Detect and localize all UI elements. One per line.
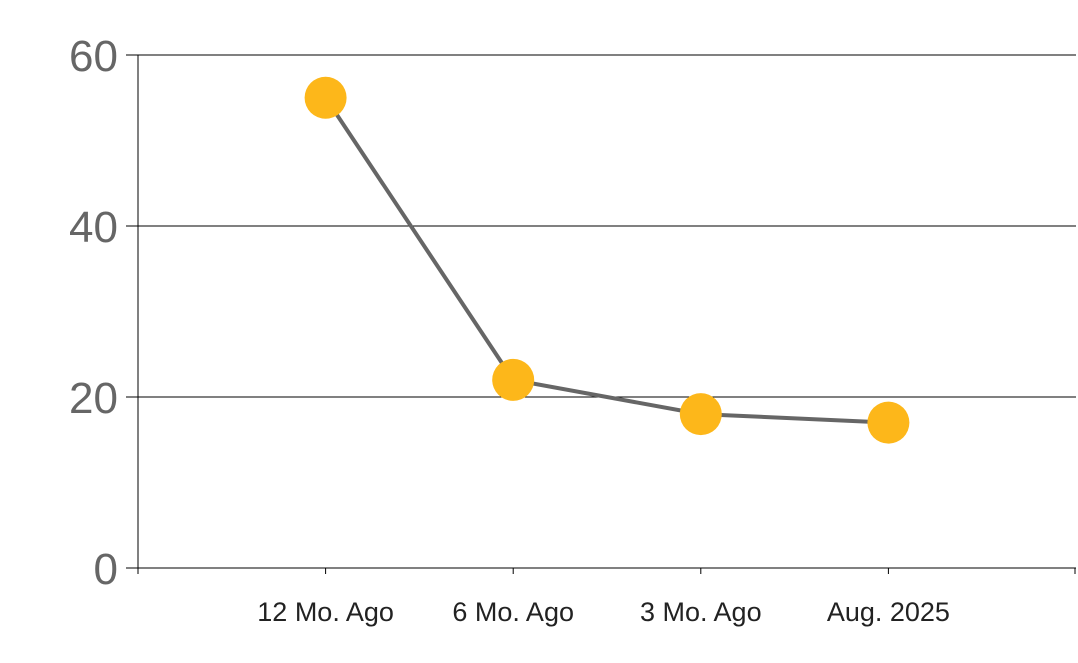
data-point-0: [304, 76, 347, 119]
data-point-3: [867, 401, 910, 444]
x-tick-label-2: 3 Mo. Ago: [640, 597, 762, 627]
series-group: [304, 76, 910, 444]
y-tick-label-3: 60: [69, 32, 118, 81]
gridlines: [126, 54, 1076, 398]
data-point-2: [679, 393, 722, 436]
y-tick-label-2: 40: [69, 203, 118, 252]
x-tick-label-3: Aug. 2025: [827, 597, 950, 627]
series-line-0: [323, 96, 889, 425]
y-tick-label-1: 20: [69, 374, 118, 423]
y-axis-tick-labels: 0 20 40 60: [69, 32, 118, 594]
data-point-1: [492, 358, 535, 401]
x-axis-tick-labels: 12 Mo. Ago 6 Mo. Ago 3 Mo. Ago Aug. 2025: [257, 597, 950, 627]
x-tick-label-1: 6 Mo. Ago: [452, 597, 574, 627]
x-tick-label-0: 12 Mo. Ago: [257, 597, 394, 627]
axes: [126, 55, 1076, 574]
y-tick-label-0: 0: [94, 545, 118, 594]
